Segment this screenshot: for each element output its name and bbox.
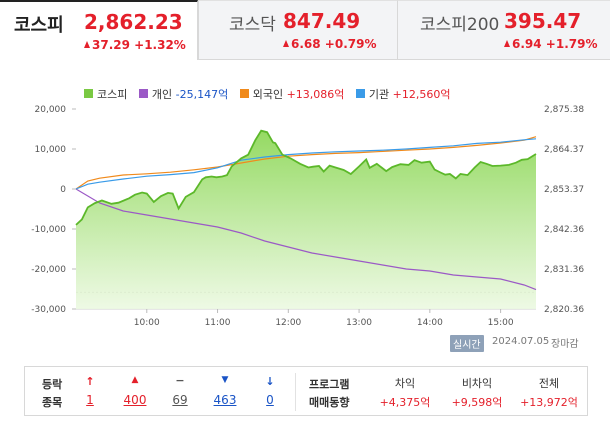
kospi-area xyxy=(76,130,536,309)
tab-kospi200-value: 395.47 xyxy=(504,9,582,33)
breadth-label-2: 종목 xyxy=(42,396,63,409)
y-right-tick-label: 2,875.38 xyxy=(544,105,584,115)
up-triangle-icon xyxy=(283,40,289,47)
y-left-tick-label: 20,000 xyxy=(35,105,67,115)
falling-count[interactable]: 463 xyxy=(213,393,237,407)
legend-institution: 기관 +12,560억 xyxy=(355,88,451,101)
legend-individual: 개인 -25,147억 xyxy=(138,88,228,101)
realtime-badge: 실시간 xyxy=(450,335,484,352)
market-breadth-panel: 등락 종목 ↑ 1 ▲ 400 − 69 ▼ 463 ↓ 0 프로그램 매매동향… xyxy=(24,366,588,416)
lower-limit-icon: ↓ xyxy=(265,375,275,388)
x-tick-label: 11:00 xyxy=(205,318,231,328)
program-total-value: +13,972억 xyxy=(520,396,578,409)
tab-kospi200[interactable]: 코스피200 395.47 6.94 +1.79% xyxy=(397,0,610,60)
index-tabs: 코스피 2,862.23 37.29 +1.32% 코스닥 847.49 6.6… xyxy=(0,0,610,60)
unchanged-count[interactable]: 69 xyxy=(172,393,188,407)
legend-foreign: 외국인 +13,086억 xyxy=(239,88,344,101)
tab-kospi[interactable]: 코스피 2,862.23 37.29 +1.32% xyxy=(0,0,198,60)
legend-kospi: 코스피 xyxy=(84,88,127,101)
y-left-tick-label: 0 xyxy=(60,185,66,195)
tab-kospi-change: 37.29 +1.32% xyxy=(84,38,186,52)
legend-swatch xyxy=(84,89,93,98)
market-status: 장마감 xyxy=(551,339,579,350)
upper-limit-count[interactable]: 1 xyxy=(86,393,94,407)
program-total-header: 전체 xyxy=(538,377,560,390)
x-tick-label: 10:00 xyxy=(134,318,160,328)
x-tick-label: 14:00 xyxy=(417,318,443,328)
series-line-kospi xyxy=(75,129,537,226)
y-right-tick-label: 2,864.37 xyxy=(544,145,584,155)
kospi-area-fill xyxy=(76,130,536,309)
program-nonarbitrage-value: +9,598억 xyxy=(451,396,503,409)
tab-kosdaq-value: 847.49 xyxy=(283,9,361,33)
rising-count[interactable]: 400 xyxy=(123,393,147,407)
series-line-개인 xyxy=(75,188,537,291)
chart-legend: 코스피 개인 -25,147억 외국인 +13,086억 기관 +12,560억 xyxy=(84,86,459,102)
up-triangle-icon xyxy=(504,40,510,47)
up-triangle-icon xyxy=(84,41,90,48)
rising-icon: ▲ xyxy=(131,375,139,385)
program-label-2: 매매동향 xyxy=(309,396,350,409)
y-right-tick-label: 2,853.37 xyxy=(544,185,584,195)
tab-kosdaq[interactable]: 코스닥 847.49 6.68 +0.79% xyxy=(198,0,397,60)
legend-swatch xyxy=(355,89,365,98)
x-tick-label: 12:00 xyxy=(275,318,301,328)
tab-kospi-value: 2,862.23 xyxy=(84,10,183,34)
falling-icon: ▼ xyxy=(221,375,229,385)
intraday-chart: 20,000 2,875.38 10,000 2,864.37 0 2,853.37 -10… xyxy=(31,105,584,328)
tab-kospi200-change: 6.94 +1.79% xyxy=(504,37,597,51)
lower-limit-count[interactable]: 0 xyxy=(266,393,274,407)
y-left-tick-label: 10,000 xyxy=(35,145,67,155)
y-left-tick-label: -20,000 xyxy=(31,265,66,275)
series-line-외국인 xyxy=(75,136,537,190)
legend-swatch xyxy=(239,89,249,98)
y-right-tick-label: 2,831.36 xyxy=(544,265,584,275)
divider xyxy=(295,373,296,411)
x-tick-label: 13:00 xyxy=(346,318,372,328)
tab-kosdaq-change: 6.68 +0.79% xyxy=(283,37,376,51)
program-label-1: 프로그램 xyxy=(309,378,350,391)
y-right-tick-label: 2,820.36 xyxy=(544,305,584,315)
unchanged-icon: − xyxy=(175,374,185,387)
chart-lines xyxy=(75,129,537,291)
tab-kospi200-name: 코스피200 xyxy=(420,15,500,35)
tab-kospi-name: 코스피 xyxy=(14,15,64,36)
y-left-tick-label: -30,000 xyxy=(31,305,66,315)
y-left-tick-label: -10,000 xyxy=(31,225,66,235)
chart-date: 2024.07.05 xyxy=(492,336,550,347)
series-line-기관 xyxy=(75,138,537,190)
tab-kosdaq-name: 코스닥 xyxy=(229,15,276,35)
program-nonarbitrage-header: 비차익 xyxy=(461,377,493,390)
breadth-label-1: 등락 xyxy=(42,378,63,391)
x-tick-label: 15:00 xyxy=(488,318,514,328)
program-arbitrage-header: 차익 xyxy=(394,377,416,390)
program-arbitrage-value: +4,375억 xyxy=(379,396,431,409)
upper-limit-icon: ↑ xyxy=(85,375,95,388)
y-right-tick-label: 2,842.36 xyxy=(544,225,584,235)
chart-axes: 20,000 2,875.38 10,000 2,864.37 0 2,853.37 -10… xyxy=(31,105,584,328)
legend-swatch xyxy=(138,89,148,98)
